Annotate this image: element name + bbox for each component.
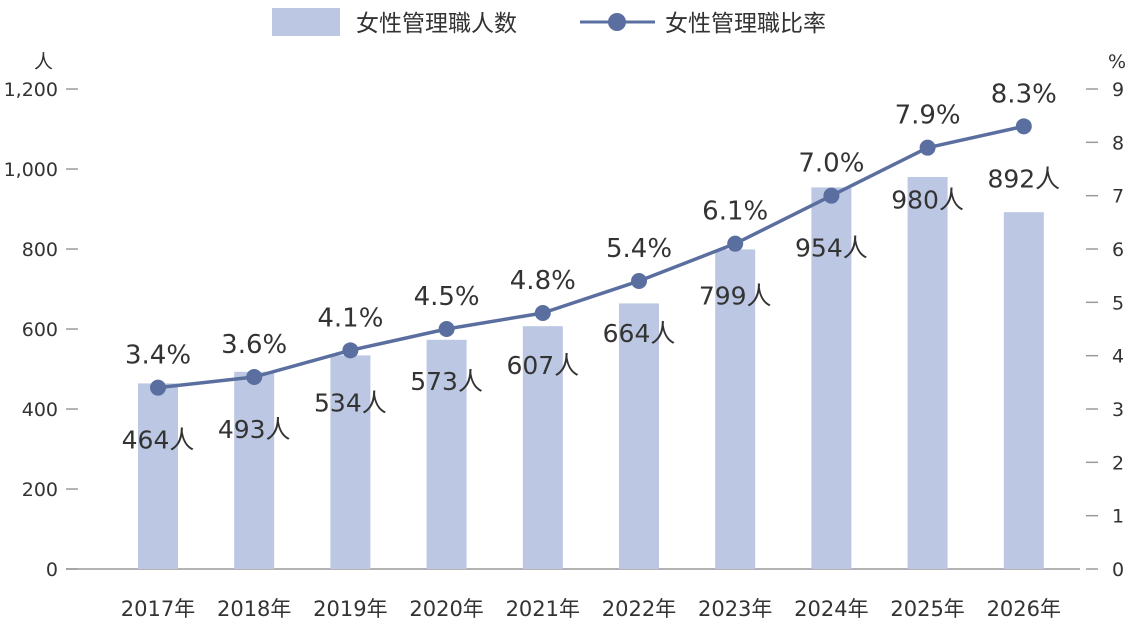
line-point-label: 3.6% — [221, 330, 287, 360]
right-tick-label: 1 — [1112, 506, 1124, 528]
x-tick-label: 2019年 — [313, 597, 387, 621]
line-point-label: 3.4% — [125, 341, 191, 371]
right-tick-label: 0 — [1112, 559, 1124, 581]
line-point-label: 4.8% — [510, 266, 576, 296]
line-point — [534, 305, 551, 321]
x-tick-label: 2017年 — [121, 597, 195, 621]
right-tick-label: 6 — [1112, 239, 1124, 261]
right-tick-label: 5 — [1112, 292, 1124, 314]
line-point — [342, 342, 359, 359]
bar-value-label: 664人 — [603, 319, 676, 348]
right-tick-label: 4 — [1112, 346, 1124, 368]
x-tick-label: 2026年 — [987, 597, 1061, 621]
right-tick-label: 9 — [1112, 79, 1124, 101]
line-series — [150, 118, 1032, 396]
line-point — [823, 187, 840, 204]
x-tick-label: 2018年 — [217, 597, 291, 621]
legend-bar-swatch — [272, 8, 340, 36]
bar — [234, 371, 275, 569]
line-point — [919, 139, 936, 156]
right-tick-label: 8 — [1112, 132, 1124, 154]
left-tick-label: 800 — [22, 239, 58, 261]
bar-value-label: 799人 — [699, 282, 772, 311]
line-point — [438, 321, 455, 337]
line-point — [150, 379, 166, 396]
bar — [715, 249, 756, 569]
x-axis-labels: 2017年 2018年 2019年 2020年 2021年 2022年 2023年 2024年… — [121, 597, 1061, 621]
line-point — [727, 235, 744, 252]
left-tick-label: 200 — [22, 479, 58, 501]
line-point-label: 6.1% — [702, 197, 768, 227]
legend-bar-label: 女性管理職人数 — [356, 11, 517, 37]
line-point-label: 7.9% — [895, 101, 961, 131]
bar — [138, 383, 178, 569]
bar — [330, 355, 371, 569]
line-point-label: 4.5% — [414, 282, 480, 312]
line-point — [1015, 118, 1032, 135]
x-tick-label: 2020年 — [409, 597, 483, 621]
line-path — [157, 124, 1025, 390]
x-tick-label: 2021年 — [506, 597, 580, 621]
right-tick-label: 2 — [1112, 452, 1124, 474]
right-tick-label: 7 — [1112, 186, 1124, 208]
right-tick-label: 3 — [1112, 399, 1124, 421]
bar-value-label: 573人 — [410, 367, 483, 396]
bar-value-label: 980人 — [891, 186, 964, 215]
line-point-label: 7.0% — [798, 149, 864, 179]
x-tick-label: 2024年 — [794, 597, 868, 621]
bar-value-label: 954人 — [795, 234, 868, 263]
left-tick-label: 1,200 — [4, 79, 58, 101]
line-labels: 3.4% 3.6% 4.1% 4.5% 4.8% 5.4% 6.1% 7.0% 7.9% 8.3% — [125, 79, 1057, 370]
right-axis-unit: % — [1108, 51, 1126, 73]
line-point-label: 5.4% — [606, 234, 672, 264]
left-tick-label: 400 — [22, 399, 58, 421]
legend-line-label: 女性管理職比率 — [665, 11, 826, 37]
x-tick-label: 2023年 — [698, 597, 772, 621]
left-tick-label: 1,000 — [4, 159, 58, 181]
bar-value-label: 892人 — [987, 164, 1060, 193]
line-point-label: 4.1% — [317, 303, 383, 333]
bar-value-label: 607人 — [506, 351, 579, 380]
bar — [522, 326, 563, 569]
legend: 女性管理職人数 女性管理職比率 — [272, 8, 826, 37]
left-tick-label: 600 — [22, 319, 58, 341]
line-point — [246, 369, 263, 385]
bar — [1003, 212, 1044, 569]
x-tick-label: 2022年 — [602, 597, 676, 621]
left-tick-label: 0 — [46, 559, 58, 581]
left-axis-unit: 人 — [34, 51, 53, 73]
line-point-label: 8.3% — [991, 79, 1057, 109]
bar-value-label: 534人 — [314, 388, 387, 417]
x-tick-label: 2025年 — [890, 597, 964, 621]
legend-line-marker — [608, 13, 626, 31]
bar-labels: 464人 493人 534人 573人 607人 664人 799人 954人 980人 892人 — [122, 164, 1061, 454]
bar-value-label: 493人 — [218, 415, 291, 444]
bar — [426, 339, 467, 569]
left-axis: 0 200 400 600 800 1,000 1,200 — [4, 79, 78, 581]
bar-value-label: 464人 — [122, 426, 195, 455]
bar-series — [138, 177, 1044, 569]
line-point — [631, 273, 647, 289]
bar — [619, 303, 659, 569]
bar — [811, 187, 852, 569]
right-axis: 0 1 2 3 4 5 6 7 8 9 — [1086, 79, 1124, 581]
bar — [907, 177, 948, 569]
